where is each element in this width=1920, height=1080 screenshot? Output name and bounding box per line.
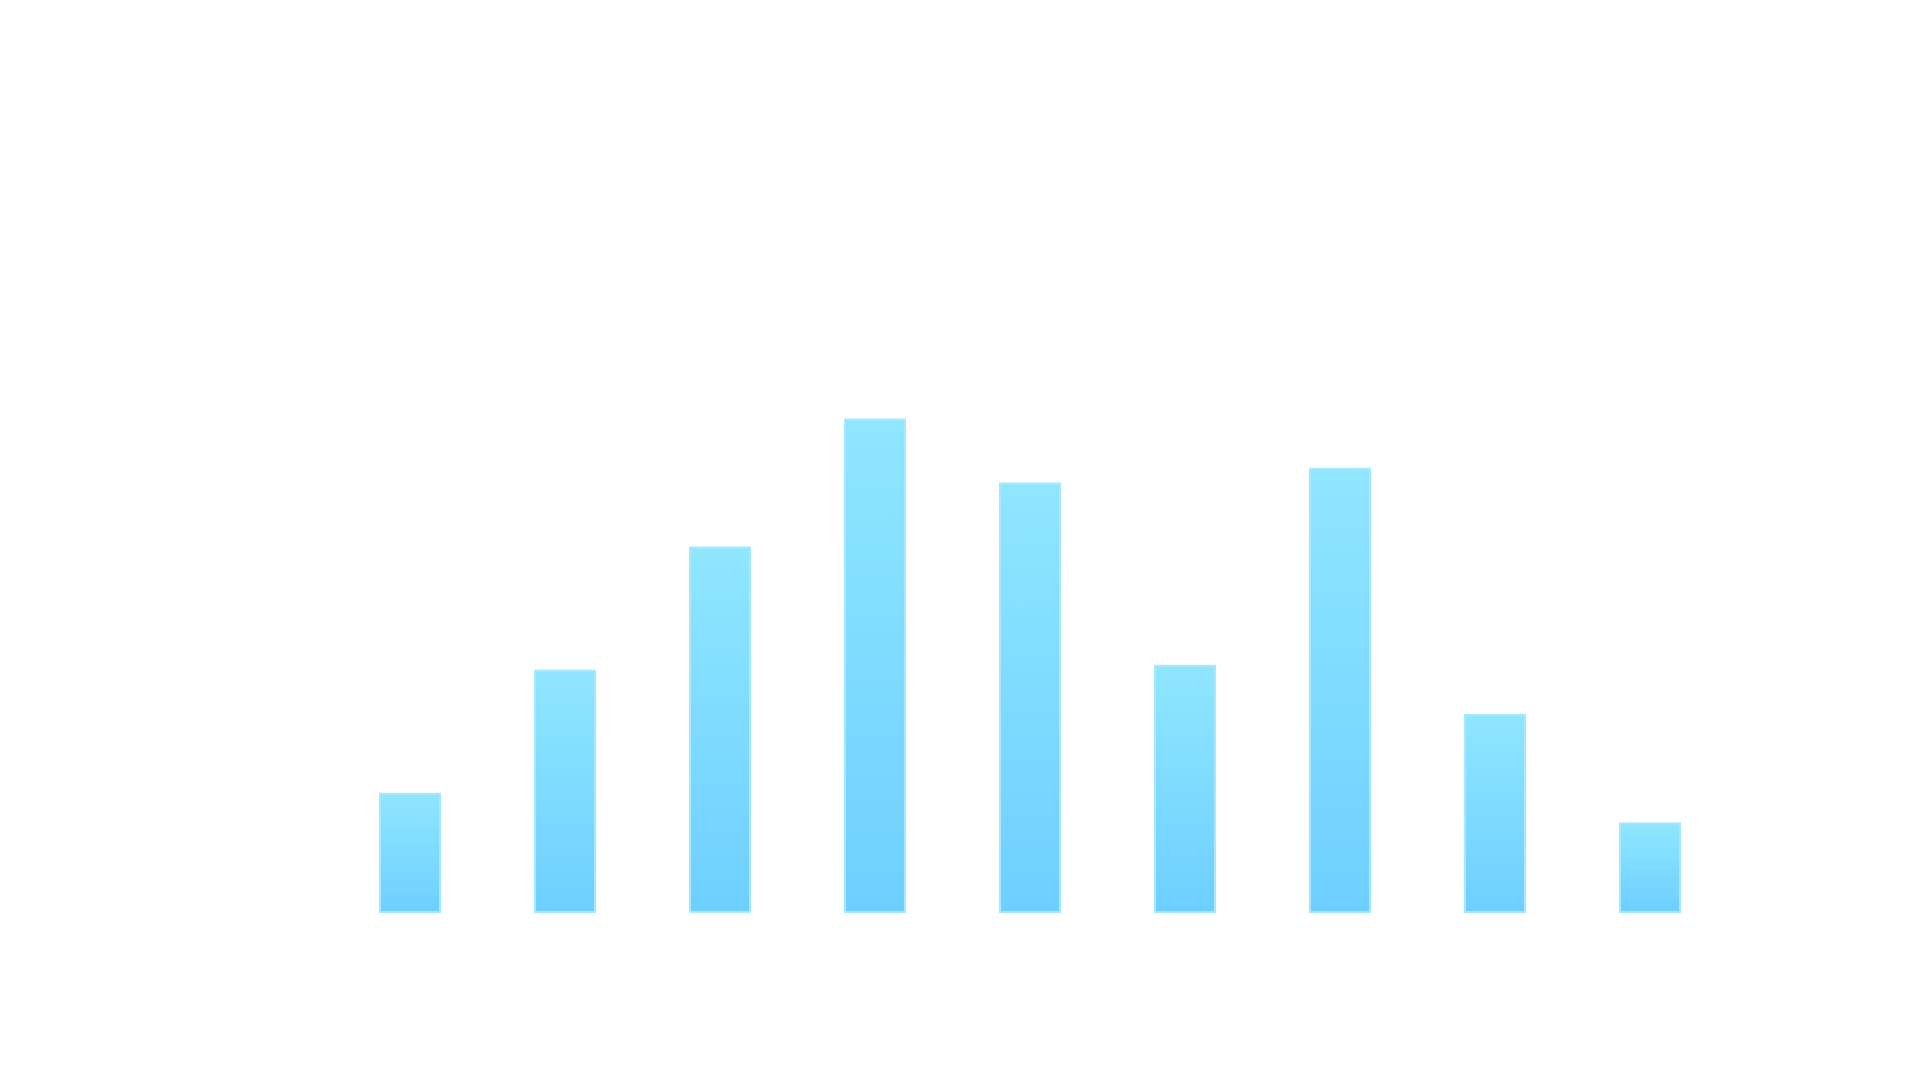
bar-6 [1154,664,1216,914]
bar-5 [999,482,1061,913]
bar-8 [1464,714,1526,913]
bar-1 [379,792,441,913]
bars-layer [379,418,1681,914]
bar-9 [1619,822,1681,914]
bar-4 [844,418,906,913]
bar-7 [1309,467,1371,914]
bar-3 [689,546,751,913]
bar-2 [534,669,596,914]
